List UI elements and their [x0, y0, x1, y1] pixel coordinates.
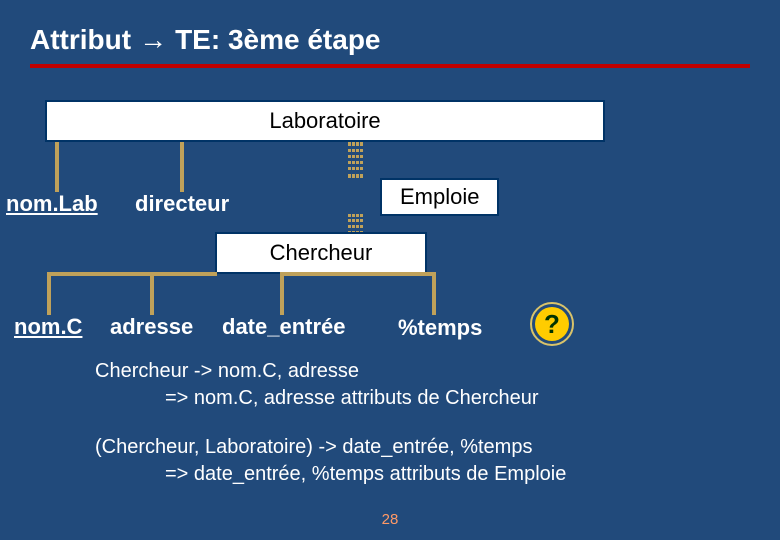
slide-title: Attribut → TE: 3ème étape — [30, 24, 381, 56]
attr-pct-temps-label: %temps — [398, 315, 482, 340]
connector-dotted — [356, 142, 359, 178]
question-mark-icon: ? — [535, 307, 569, 341]
connector-dotted — [348, 142, 351, 178]
connector — [180, 142, 184, 192]
attr-adresse: adresse — [110, 314, 193, 340]
attr-directeur: directeur — [135, 191, 229, 217]
attr-date-entree: date_entrée — [222, 314, 346, 340]
body-line1: Chercheur -> nom.C, adresse — [95, 360, 359, 382]
connector — [280, 272, 435, 276]
entity-laboratoire: Laboratoire — [45, 100, 605, 142]
body-line3: (Chercheur, Laboratoire) -> date_entrée,… — [95, 436, 532, 458]
attr-nomlab: nom.Lab — [6, 191, 98, 217]
arrow-icon: → — [139, 24, 167, 56]
body-line2: => nom.C, adresse attributs de Chercheur — [95, 385, 539, 412]
title-suffix: TE: 3ème étape — [175, 24, 380, 56]
connector-dotted — [352, 142, 355, 178]
entity-chercheur: Chercheur — [215, 232, 427, 274]
body-block-2: (Chercheur, Laboratoire) -> date_entrée,… — [95, 434, 566, 488]
connector-dotted — [360, 214, 363, 234]
connector-dotted — [352, 214, 355, 234]
question-badge-ring: ? — [530, 302, 574, 346]
question-badge: ? — [530, 302, 574, 346]
connector-dotted — [348, 214, 351, 234]
attr-nomc-label: nom.C — [14, 314, 82, 339]
connector-dotted — [356, 214, 359, 234]
connector — [432, 272, 436, 315]
attr-date-entree-label: date_entrée — [222, 314, 346, 339]
attr-pct-temps: %temps — [398, 315, 482, 341]
connector — [55, 142, 59, 192]
page-number-value: 28 — [382, 511, 399, 528]
entity-laboratoire-label: Laboratoire — [269, 108, 380, 133]
connector — [280, 272, 284, 315]
connector — [150, 272, 154, 315]
attr-nomc: nom.C — [14, 314, 82, 340]
attr-nomlab-label: nom.Lab — [6, 191, 98, 216]
connector-dotted — [360, 142, 363, 178]
page-number: 28 — [0, 511, 780, 528]
connector — [47, 272, 217, 276]
title-underline — [30, 64, 750, 68]
title-prefix: Attribut — [30, 24, 131, 56]
relationship-emploie-label: Emploie — [400, 184, 479, 209]
relationship-emploie: Emploie — [380, 178, 499, 216]
connector — [47, 272, 51, 315]
body-line4: => date_entrée, %temps attributs de Empl… — [95, 461, 566, 488]
attr-adresse-label: adresse — [110, 314, 193, 339]
question-mark-text: ? — [544, 309, 560, 340]
attr-directeur-label: directeur — [135, 191, 229, 216]
entity-chercheur-label: Chercheur — [270, 240, 373, 265]
body-block-1: Chercheur -> nom.C, adresse => nom.C, ad… — [95, 358, 539, 412]
